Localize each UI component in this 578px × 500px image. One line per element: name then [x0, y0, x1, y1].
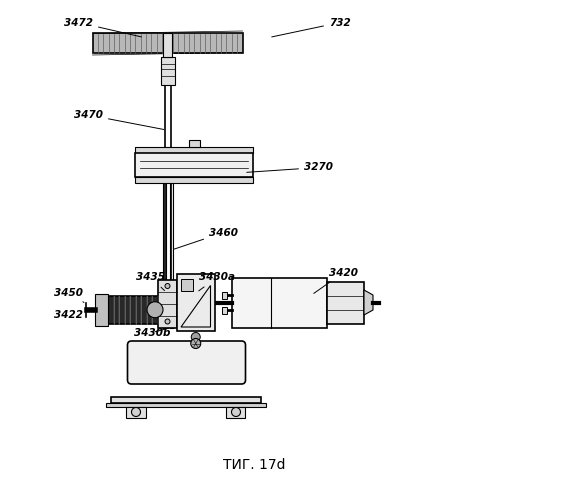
Text: ΤИГ. 17d: ΤИГ. 17d: [223, 458, 286, 472]
Bar: [127, 406, 146, 418]
Text: 3420: 3420: [314, 268, 358, 293]
Bar: [112, 396, 261, 402]
Bar: [188, 140, 199, 146]
Bar: [227, 406, 246, 418]
Text: 3270: 3270: [247, 162, 333, 172]
Bar: [221, 292, 227, 298]
Text: 3422: 3422: [54, 310, 83, 320]
FancyBboxPatch shape: [128, 341, 246, 384]
Bar: [169, 182, 172, 328]
Circle shape: [147, 302, 163, 318]
Bar: [177, 274, 214, 331]
Bar: [108, 296, 158, 324]
Bar: [106, 402, 266, 406]
Bar: [158, 280, 177, 328]
Bar: [135, 146, 253, 152]
Circle shape: [232, 408, 240, 416]
Text: 3460: 3460: [174, 228, 238, 249]
Text: 732: 732: [272, 18, 351, 37]
Bar: [232, 278, 327, 328]
Bar: [161, 57, 175, 84]
Bar: [92, 34, 243, 52]
Circle shape: [165, 319, 170, 324]
Text: 3430b: 3430b: [134, 328, 171, 338]
Text: 3470: 3470: [74, 110, 164, 130]
Circle shape: [191, 332, 200, 342]
Bar: [95, 294, 108, 326]
Bar: [162, 182, 165, 328]
Text: 3450: 3450: [54, 288, 84, 302]
Bar: [180, 278, 193, 291]
Text: 3472: 3472: [64, 18, 141, 37]
Bar: [221, 306, 227, 314]
Text: 3435: 3435: [136, 272, 165, 290]
Circle shape: [132, 408, 140, 416]
Polygon shape: [364, 290, 373, 315]
Circle shape: [191, 338, 201, 348]
Text: 3430a: 3430a: [199, 272, 235, 291]
Bar: [135, 176, 253, 182]
Bar: [327, 282, 364, 324]
Bar: [135, 152, 253, 176]
Circle shape: [165, 284, 170, 288]
Bar: [163, 33, 172, 57]
